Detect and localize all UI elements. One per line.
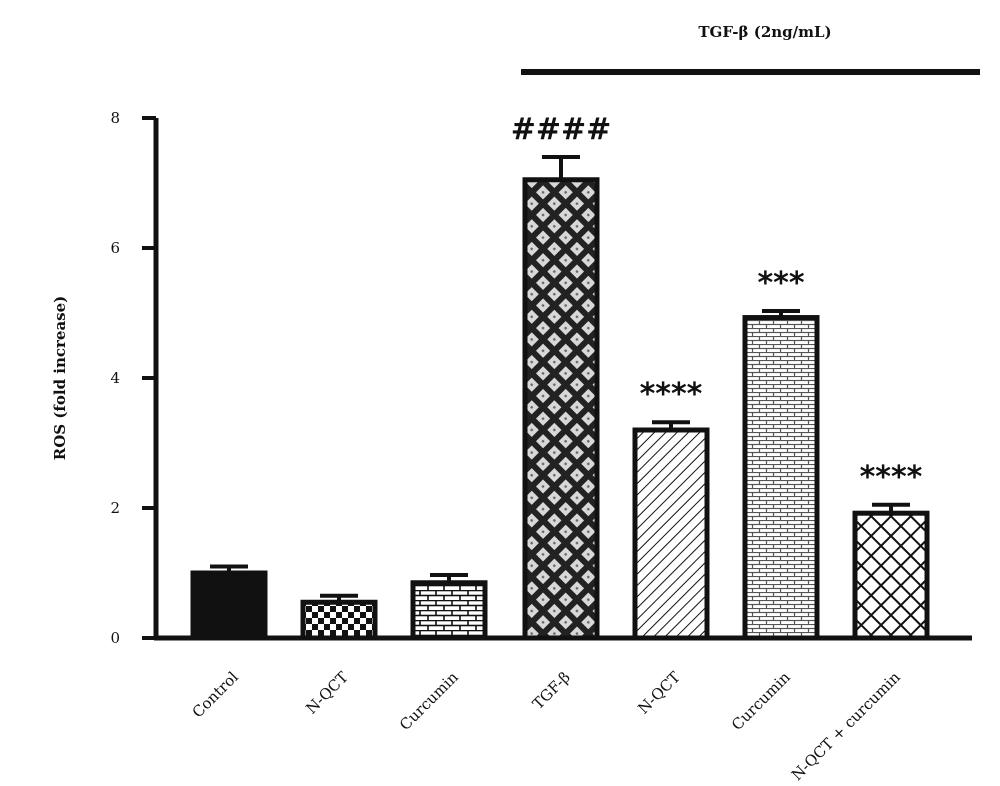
y-tick-label: 6	[110, 239, 120, 257]
bar	[300, 599, 378, 641]
plot-area: 0 2 4 6 8 Control N-QCT Curcumin #### TGF-β **** N-…	[110, 69, 980, 784]
y-axis-title: ROS (fold increase)	[51, 296, 69, 461]
bar	[632, 427, 710, 641]
y-tick-label: 2	[110, 499, 120, 517]
significance-label: ***	[757, 266, 804, 301]
bar	[522, 177, 600, 641]
x-tick-label: N-QCT	[634, 668, 683, 717]
x-tick-label: N-QCT + curcumin	[788, 668, 904, 784]
bar	[190, 570, 268, 641]
group-label: TGF-β (2ng/mL)	[698, 23, 831, 41]
y-tick-label: 8	[110, 109, 120, 127]
x-tick-label: TGF-β	[529, 668, 574, 713]
x-tick-label: Curcumin	[728, 668, 794, 734]
bar	[410, 580, 488, 641]
bar	[742, 315, 820, 641]
x-tick-label: N-QCT	[302, 668, 351, 717]
y-tick-label: 0	[110, 629, 120, 647]
significance-label: ####	[511, 112, 612, 147]
bar	[852, 510, 930, 641]
significance-label: ****	[860, 460, 923, 495]
y-tick-label: 4	[110, 369, 120, 387]
x-tick-label: Curcumin	[396, 668, 462, 734]
significance-label: ****	[640, 377, 703, 412]
x-tick-label: Control	[189, 668, 242, 721]
